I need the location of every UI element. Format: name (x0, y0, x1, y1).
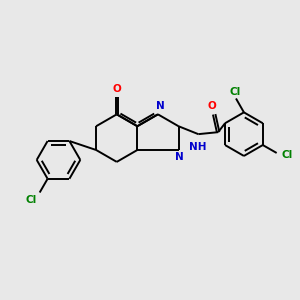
Text: N: N (175, 152, 184, 162)
Text: NH: NH (189, 142, 206, 152)
Text: N: N (155, 101, 164, 111)
Text: O: O (208, 101, 217, 111)
Text: Cl: Cl (26, 196, 37, 206)
Text: Cl: Cl (282, 150, 293, 160)
Text: Cl: Cl (230, 86, 241, 97)
Text: O: O (112, 83, 121, 94)
